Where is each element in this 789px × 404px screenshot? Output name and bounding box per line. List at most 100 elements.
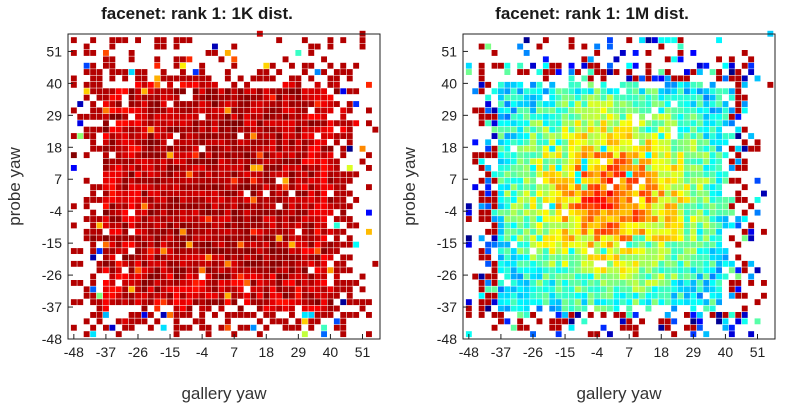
heatmap-cell [510, 101, 517, 107]
heatmap-cell [664, 101, 671, 107]
heatmap-cell [735, 292, 742, 299]
heatmap-cell [645, 267, 652, 274]
heatmap-cell [677, 158, 684, 165]
heatmap-cell [600, 81, 607, 88]
heatmap-cell [256, 107, 263, 114]
heatmap-cell [83, 152, 90, 159]
heatmap-cell [289, 177, 295, 184]
heatmap-cell [160, 324, 167, 331]
heatmap-cell [212, 216, 218, 222]
heatmap-cell [613, 248, 620, 254]
heatmap-cell [523, 158, 530, 165]
heatmap-cell [301, 267, 308, 274]
heatmap-cell [269, 318, 276, 325]
heatmap-cell [70, 75, 77, 82]
heatmap-cell [645, 75, 652, 82]
heatmap-cell [498, 203, 504, 210]
heatmap-cell [192, 248, 199, 254]
heatmap-cell [135, 235, 141, 242]
heatmap-cell [180, 254, 186, 261]
heatmap-cell [684, 133, 690, 139]
heatmap-cell [192, 197, 199, 203]
heatmap-cell [632, 260, 639, 267]
heatmap-cell [289, 235, 295, 242]
heatmap-cell [581, 126, 588, 133]
heatmap-cell [173, 203, 180, 210]
heatmap-cell [536, 158, 543, 165]
heatmap-cell [510, 267, 517, 274]
heatmap-cell [626, 145, 633, 152]
heatmap-cell [314, 318, 321, 325]
heatmap-cell [205, 145, 212, 152]
heatmap-cell [366, 209, 372, 216]
heatmap-cell [562, 171, 568, 178]
heatmap-cell [141, 318, 148, 325]
heatmap-cell [626, 133, 633, 139]
heatmap-cell [587, 184, 594, 191]
heatmap-cell [651, 190, 658, 197]
heatmap-cell [485, 113, 492, 120]
heatmap-cell [632, 280, 639, 286]
heatmap-cell [645, 292, 652, 299]
heatmap-cell [465, 69, 472, 75]
heatmap-cell [327, 133, 334, 139]
heatmap-cell [498, 177, 504, 184]
heatmap-cell [517, 133, 524, 139]
heatmap-cell [135, 165, 141, 171]
heatmap-cell [135, 158, 141, 165]
heatmap-cell [231, 43, 238, 50]
heatmap-cell [587, 222, 594, 229]
heatmap-cell [632, 50, 639, 56]
heatmap-cell [549, 107, 556, 114]
heatmap-cell [568, 318, 575, 325]
heatmap-cell [231, 299, 238, 306]
heatmap-cell [346, 222, 353, 229]
heatmap-cell [147, 267, 154, 274]
heatmap-cell [263, 133, 270, 139]
heatmap-cell [237, 324, 244, 331]
heatmap-cell [568, 133, 575, 139]
heatmap-cell [90, 312, 97, 318]
heatmap-cell [523, 209, 530, 216]
heatmap-cell [154, 145, 161, 152]
heatmap-cell [321, 280, 327, 286]
heatmap-cell [600, 228, 607, 235]
heatmap-cell [703, 260, 710, 267]
heatmap-cell [754, 75, 761, 82]
heatmap-cell [218, 248, 225, 254]
heatmap-cell [276, 37, 283, 44]
heatmap-cell [504, 228, 511, 235]
heatmap-cell [639, 165, 645, 171]
heatmap-cell [478, 299, 485, 306]
heatmap-cell [205, 177, 212, 184]
heatmap-cell [263, 286, 270, 293]
heatmap-cell [147, 184, 154, 191]
heatmap-cell [314, 94, 321, 101]
heatmap-cell [346, 286, 353, 293]
heatmap-cell [353, 62, 360, 69]
heatmap-cell [472, 107, 479, 114]
heatmap-cell [542, 165, 549, 171]
heatmap-cell [237, 248, 244, 254]
heatmap-cell [160, 75, 167, 82]
heatmap-cell [167, 152, 173, 159]
heatmap-cell [568, 292, 575, 299]
heatmap-cell [333, 88, 340, 95]
heatmap-cell [671, 248, 678, 254]
heatmap-cell [147, 190, 154, 197]
heatmap-cell [199, 133, 206, 139]
heatmap-cell [594, 101, 601, 107]
x-tick-label: 18 [653, 344, 669, 360]
heatmap-cell [716, 318, 722, 325]
heatmap-cell [321, 324, 327, 331]
heatmap-cell [684, 260, 690, 267]
heatmap-cell [562, 273, 568, 280]
heatmap-cell [173, 75, 180, 82]
heatmap-cell [224, 260, 231, 267]
heatmap-cell [353, 241, 360, 248]
heatmap-cell [224, 241, 231, 248]
heatmap-cell [147, 241, 154, 248]
heatmap-cell [308, 280, 315, 286]
heatmap-cell [600, 94, 607, 101]
heatmap-cell [555, 69, 562, 75]
